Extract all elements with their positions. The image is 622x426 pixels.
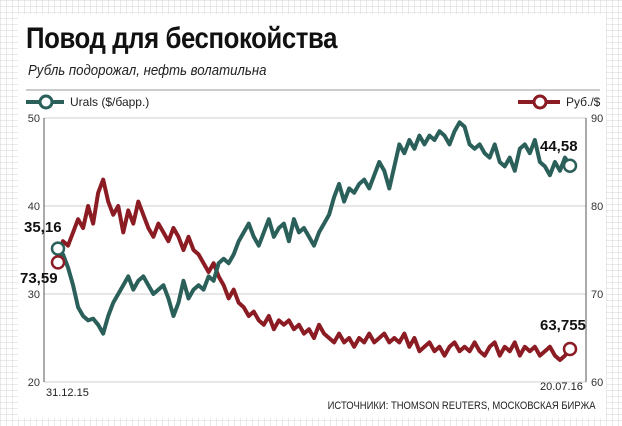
urals-start-label: 35,16 [24,219,62,236]
legend-rub: Руб./$ [518,94,601,110]
source-note: ИСТОЧНИКИ: THOMSON REUTERS, МОСКОВСКАЯ Б… [328,400,596,412]
rub-end-label: 63,755 [540,317,586,334]
urals-start-point [50,241,66,256]
grid-lines [44,117,586,383]
urals-end-label: 44,58 [540,138,578,155]
chart-title: Повод для беспокойства [26,22,338,55]
left-tick-label: 50 [28,113,40,125]
right-tick-label: 80 [591,201,603,213]
left-axis-ticks: 50 40 30 20 [28,113,40,389]
legend-urals-label: Urals ($/барр.) [70,95,149,109]
legend-rub-marker [532,94,548,110]
series-line-rub [56,177,572,362]
right-tick-label: 70 [591,289,603,301]
left-tick-label: 30 [28,289,40,301]
legend-urals-marker [38,94,54,110]
legend-rub-label: Руб./$ [566,95,601,109]
legend-urals: Urals ($/барр.) [26,94,149,110]
x-start-label: 31.12.15 [46,387,89,399]
right-tick-label: 60 [591,377,603,389]
left-tick-label: 40 [28,201,40,213]
rub-start-label: 73,59 [20,270,58,287]
rub-end-point [562,341,578,357]
rub-start-point [50,255,66,270]
chart-subtitle: Рубль подорожал, нефть волатильна [28,62,267,79]
left-tick-label: 20 [28,377,40,389]
urals-end-point [562,158,578,173]
x-end-label: 20.07.16 [540,381,583,393]
right-axis-ticks: 90 80 70 60 [591,113,603,389]
right-tick-label: 90 [591,113,603,125]
series-line-urals [56,120,572,336]
